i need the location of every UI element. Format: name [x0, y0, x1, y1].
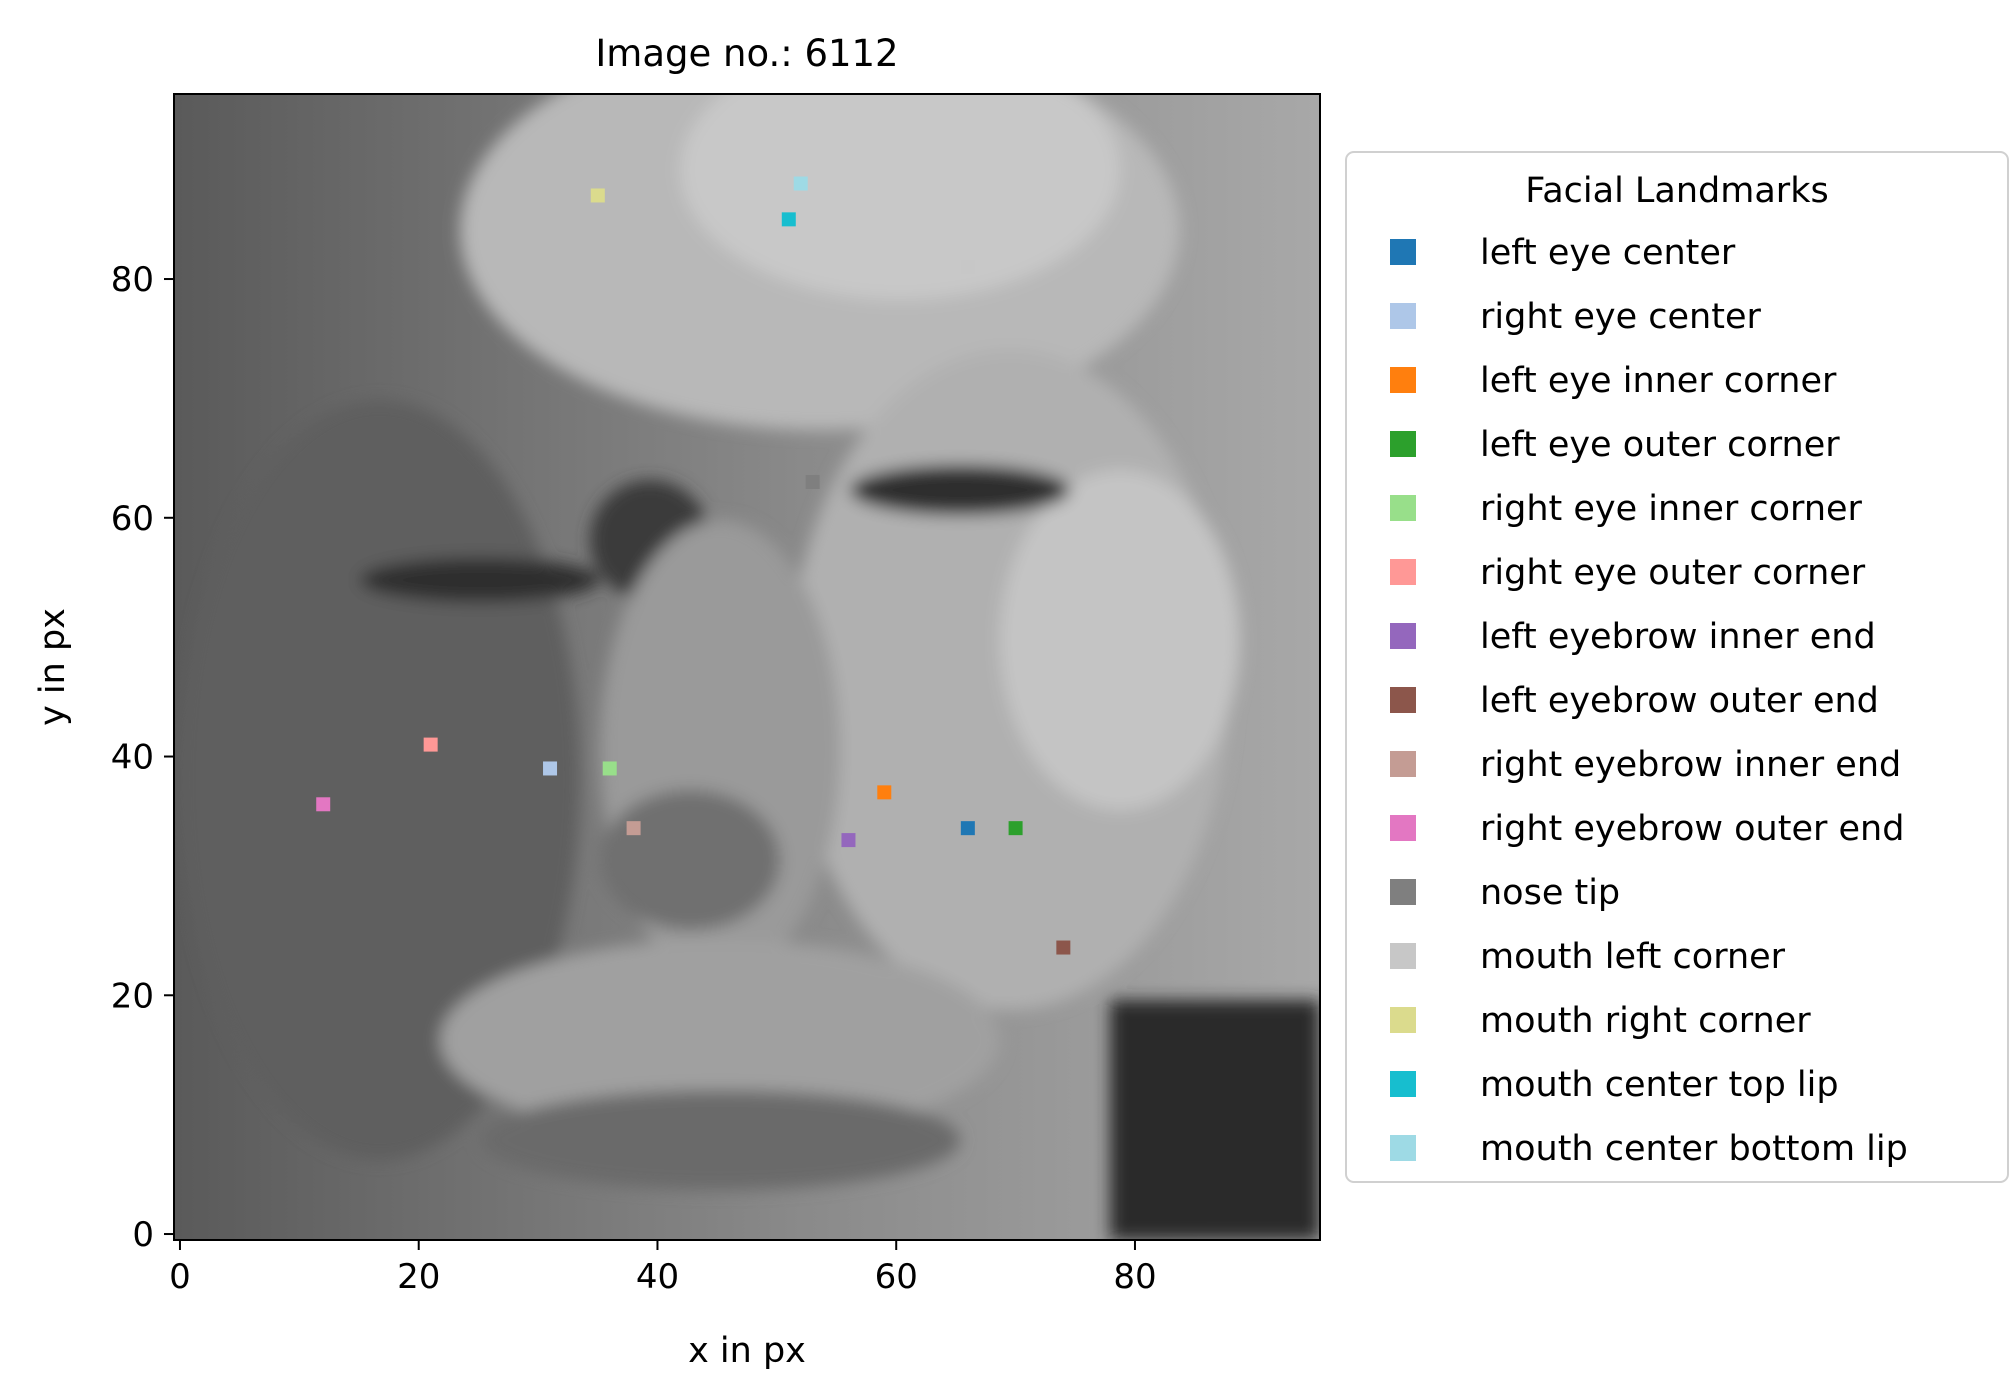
landmark-marker [1056, 941, 1070, 955]
legend-swatch [1390, 559, 1416, 585]
legend-label: mouth right corner [1480, 1001, 1811, 1041]
legend-label: right eye center [1480, 297, 1761, 337]
landmark-marker [961, 821, 975, 835]
legend-swatch [1390, 687, 1416, 713]
legend-title: Facial Landmarks [1525, 171, 1828, 211]
legend-swatch [1390, 1007, 1416, 1033]
landmark-marker [877, 785, 891, 799]
legend-swatch [1390, 943, 1416, 969]
landmark-marker [316, 797, 330, 811]
legend-swatch [1390, 751, 1416, 777]
y-tick-label: 40 [111, 738, 154, 778]
x-tick-label: 40 [636, 1257, 679, 1297]
face-image [174, 30, 1320, 1240]
legend-swatch [1390, 303, 1416, 329]
legend-label: right eye inner corner [1480, 489, 1863, 529]
chart-title: Image no.: 6112 [595, 32, 898, 75]
legend-label: left eye outer corner [1480, 425, 1840, 465]
x-axis-label: x in px [688, 1331, 806, 1371]
landmark-marker [1009, 821, 1023, 835]
y-tick-label: 0 [132, 1215, 154, 1255]
legend-label: left eye center [1480, 233, 1736, 273]
legend-label: left eye inner corner [1480, 361, 1837, 401]
legend-swatch [1390, 1135, 1416, 1161]
landmark-marker [591, 188, 605, 202]
legend-label: mouth left corner [1480, 937, 1786, 977]
landmark-marker [603, 761, 617, 775]
x-tick-label: 20 [397, 1257, 440, 1297]
landmark-marker [782, 212, 796, 226]
legend-swatch [1390, 495, 1416, 521]
legend-swatch [1390, 623, 1416, 649]
y-axis: 0 20 40 60 80 [111, 260, 174, 1255]
y-tick-label: 60 [111, 499, 154, 539]
landmark-marker [543, 761, 557, 775]
x-tick-label: 0 [169, 1257, 191, 1297]
legend-label: left eyebrow inner end [1480, 617, 1876, 657]
legend-swatch [1390, 879, 1416, 905]
landmark-marker [627, 821, 641, 835]
legend-swatch [1390, 431, 1416, 457]
legend-label: mouth center top lip [1480, 1065, 1839, 1105]
x-axis: 0 20 40 60 80 [169, 1240, 1156, 1297]
legend-swatch [1390, 239, 1416, 265]
legend-label: nose tip [1480, 873, 1620, 913]
legend-swatch [1390, 367, 1416, 393]
legend-label: right eye outer corner [1480, 553, 1866, 593]
y-tick-label: 20 [111, 976, 154, 1016]
landmark-marker [424, 738, 438, 752]
x-tick-label: 60 [875, 1257, 918, 1297]
legend-label: right eyebrow inner end [1480, 745, 1901, 785]
legend-label: mouth center bottom lip [1480, 1129, 1908, 1169]
legend-label: left eyebrow outer end [1480, 681, 1879, 721]
landmark-marker [841, 833, 855, 847]
legend: Facial Landmarks left eye center right ey… [1346, 152, 2008, 1182]
legend-label: right eyebrow outer end [1480, 809, 1904, 849]
legend-swatch [1390, 1071, 1416, 1097]
landmark-marker [794, 177, 808, 191]
y-tick-label: 80 [111, 260, 154, 300]
y-axis-label: y in px [33, 608, 73, 726]
legend-swatch [1390, 815, 1416, 841]
landmark-marker [806, 475, 820, 489]
landmark-marker [961, 260, 975, 274]
x-tick-label: 80 [1113, 1257, 1156, 1297]
